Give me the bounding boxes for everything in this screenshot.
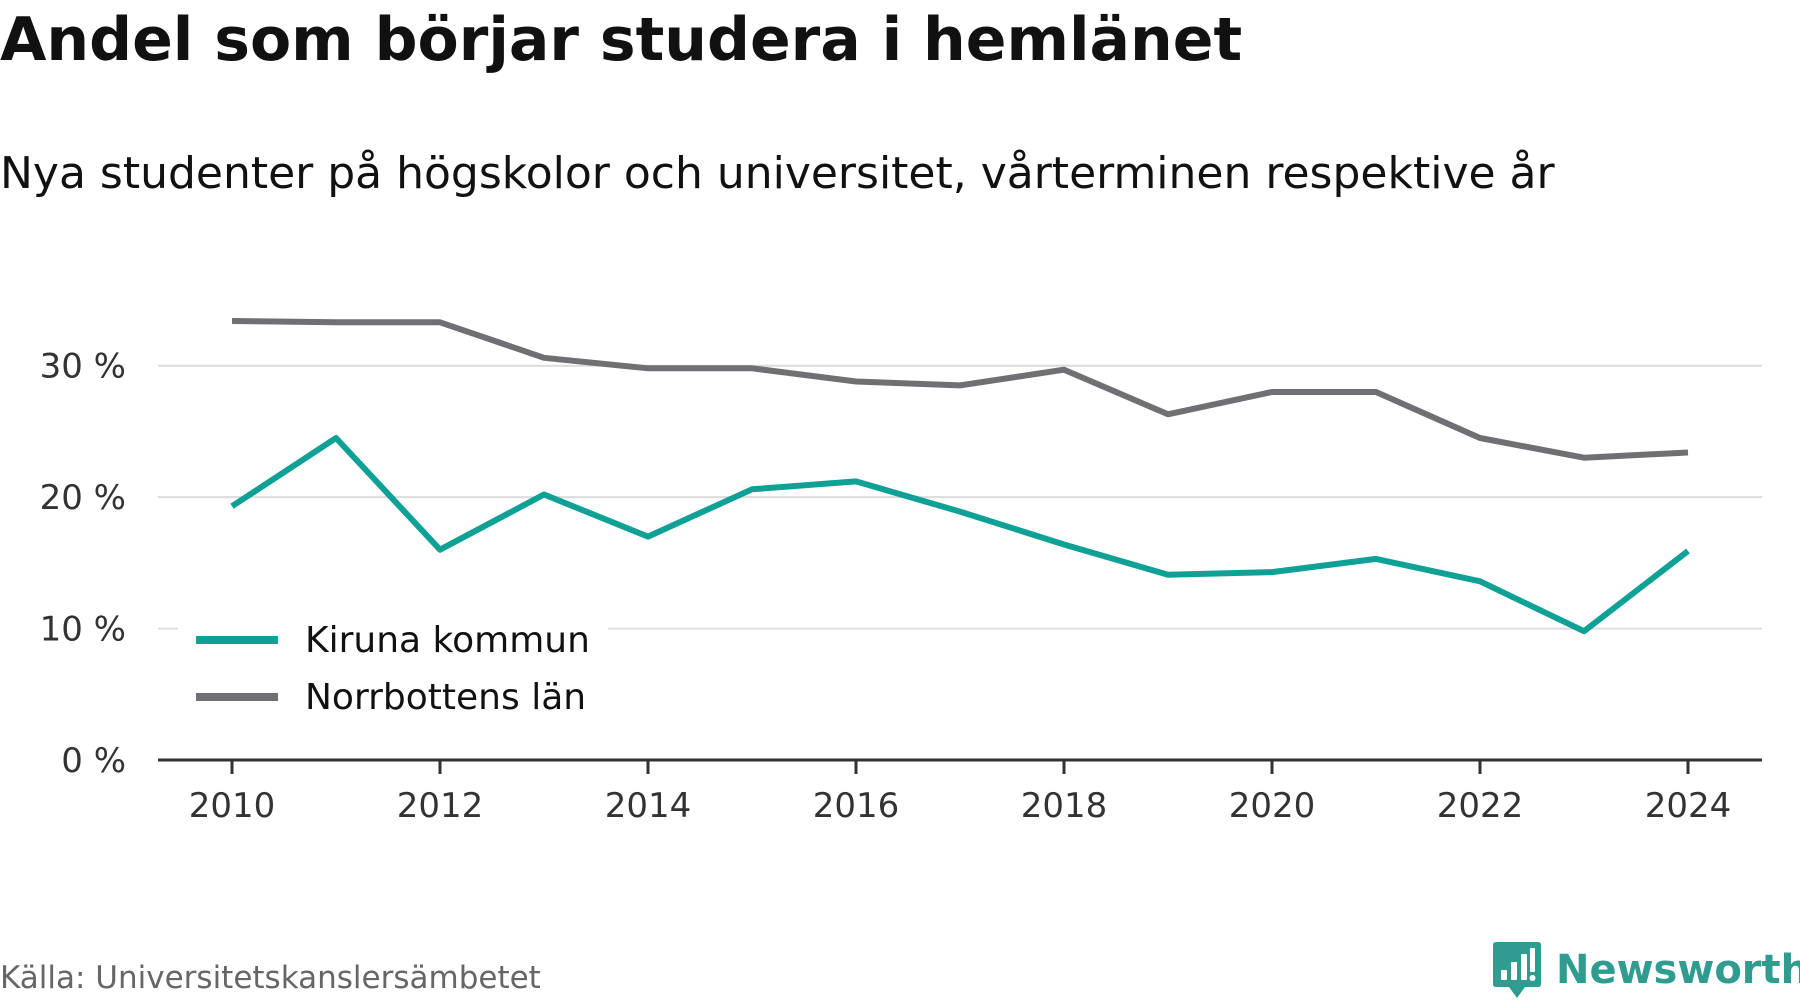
source-note: Källa: Universitetskanslersämbetet	[0, 960, 541, 996]
brand-logo: Newsworthy	[1492, 938, 1800, 1002]
newsworthy-chart-icon	[1493, 942, 1541, 998]
y-tick-label: 20 %	[40, 478, 126, 518]
chart-title: Andel som börjar studera i hemlänet	[0, 5, 1243, 75]
x-tick-label: 2012	[397, 786, 484, 826]
x-tick-label: 2022	[1437, 786, 1524, 826]
x-axis	[158, 758, 1762, 774]
legend-background	[178, 612, 608, 732]
x-tick-label: 2010	[189, 786, 276, 826]
legend-label-1: Kiruna kommun	[305, 620, 590, 661]
y-tick-label: 10 %	[40, 610, 126, 650]
y-axis-tick-labels: 0 % 10 % 20 % 30 %	[40, 347, 126, 781]
legend: Kiruna kommun Norrbottens län	[178, 612, 608, 732]
series-line-2	[231, 318, 1689, 461]
chart-subtitle: Nya studenter på högskolor och universit…	[0, 148, 1555, 199]
legend-label-2: Norrbottens län	[305, 677, 586, 718]
gridlines	[158, 364, 1762, 630]
x-tick-label: 2016	[813, 786, 900, 826]
x-tick-label: 2014	[605, 786, 692, 826]
series-line-1	[230, 435, 1690, 635]
x-tick-label: 2024	[1645, 786, 1732, 826]
y-tick-label: 0 %	[61, 741, 126, 781]
x-tick-label: 2020	[1229, 786, 1316, 826]
line-chart: 0 % 10 % 20 % 30 % 2010 2012 2014 2016 2018 2020…	[40, 318, 1762, 826]
x-tick-label: 2018	[1021, 786, 1108, 826]
x-axis-tick-labels: 2010 2012 2014 2016 2018 2020 2022 2024	[189, 786, 1732, 826]
y-tick-label: 30 %	[40, 347, 126, 387]
series-lines	[230, 318, 1690, 635]
brand-name: Newsworthy	[1556, 947, 1800, 993]
